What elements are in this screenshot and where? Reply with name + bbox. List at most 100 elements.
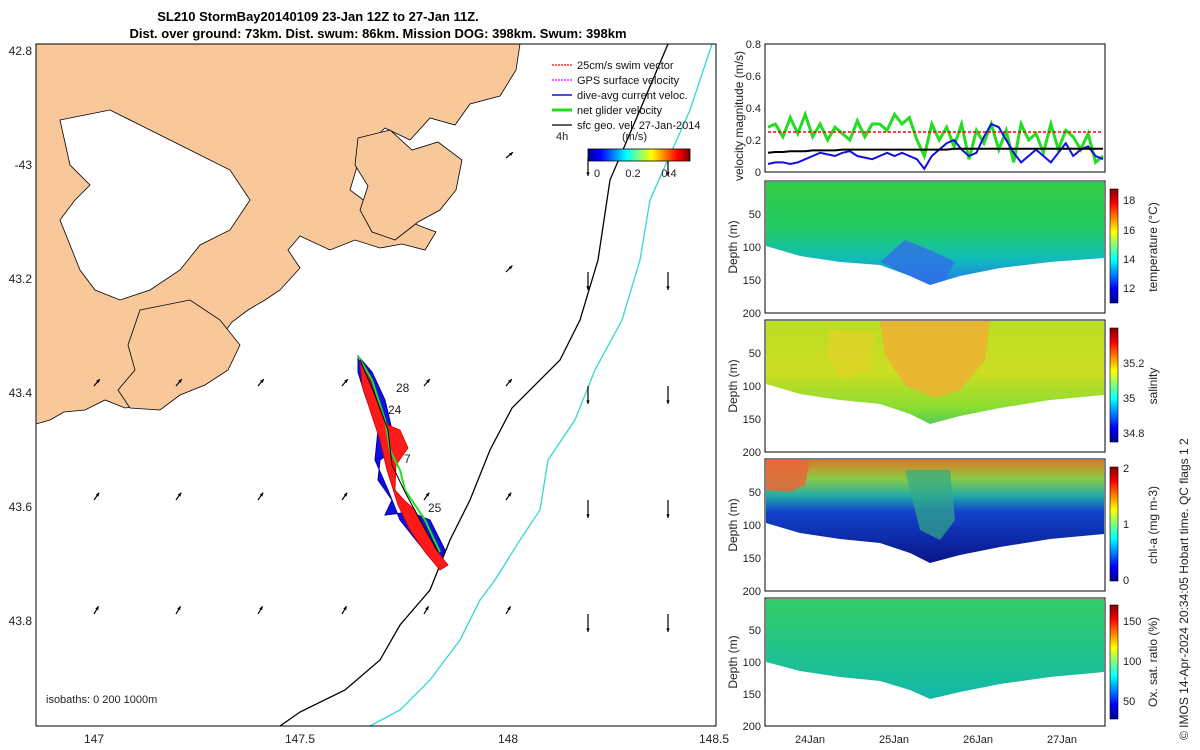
arrow-icon <box>344 379 348 383</box>
legend-label-sfc-geo: sfc geo. vel. 27-Jan-2014 <box>577 120 701 132</box>
map-xtick: 148.5 <box>699 732 729 746</box>
map-ytick: 43.6 <box>9 500 33 514</box>
temperature-cbar-label: temperature (°C) <box>1146 202 1160 292</box>
arrow-icon <box>259 492 264 497</box>
oxygen-cbar-tick: 150 <box>1123 616 1141 628</box>
speed-colorbar <box>587 148 691 162</box>
map-ytick: 42.8 <box>9 44 33 58</box>
temperature-ylabel: Depth (m) <box>726 220 740 273</box>
legend-label-swim: 25cm/s swim vector <box>577 60 674 72</box>
arrow-icon <box>507 492 512 497</box>
chla-ytick: 50 <box>749 487 761 499</box>
chla-cbar-tick: 2 <box>1123 463 1129 475</box>
oxygen-field <box>766 599 1104 699</box>
salinity-patch <box>826 330 875 378</box>
arrow-icon <box>666 400 670 404</box>
footer-side-text: © IMOS 14-Apr-2024 20:34:05 Hobart time.… <box>1177 438 1191 740</box>
temperature-panel: 18 16 14 12 temperature (°C) 50 100 150 … <box>726 180 1160 320</box>
map-legend: 25cm/s swim vector GPS surface velocity … <box>552 60 701 132</box>
date-tick: 27Jan <box>1047 734 1077 746</box>
date-tick: 25Jan <box>879 734 909 746</box>
speed-colorbar-tick: 0 <box>594 168 600 180</box>
figure-title-line2: Dist. over ground: 73km. Dist. swum: 86k… <box>129 26 626 41</box>
oxygen-cbar-tick: 50 <box>1123 696 1135 708</box>
chla-panel: 2 1 0 chl-a (mg m-3) 50 100 150 200 Dept… <box>726 458 1160 598</box>
date-tick: 26Jan <box>963 734 993 746</box>
arrow-icon <box>95 606 99 611</box>
chla-cbar-tick: 0 <box>1123 575 1129 587</box>
arrow-icon <box>425 606 429 611</box>
vel-ytick: 0.2 <box>746 135 761 147</box>
arrow-icon <box>259 606 263 611</box>
arrow-icon <box>666 514 670 518</box>
oxygen-ytick: 200 <box>743 721 761 733</box>
vel-ytick: 0 <box>755 167 761 179</box>
arrow-icon <box>96 379 100 383</box>
arrow-icon <box>260 379 264 383</box>
track-label: 7 <box>404 452 411 466</box>
legend-label-gps: GPS surface velocity <box>577 75 680 87</box>
isobath-200m <box>279 44 669 726</box>
arrow-icon <box>343 492 348 497</box>
glider-path <box>359 359 439 553</box>
island-east <box>354 129 463 241</box>
arrow-icon <box>178 379 182 383</box>
chla-cbar-tick: 1 <box>1123 519 1129 531</box>
salinity-ytick: 150 <box>743 414 761 426</box>
arrow-icon <box>425 492 430 497</box>
oxygen-ytick: 50 <box>749 625 761 637</box>
temperature-cbar-tick: 12 <box>1123 283 1135 295</box>
salinity-core <box>880 321 990 398</box>
track-label: 28 <box>396 381 410 395</box>
arrow-icon <box>177 492 182 497</box>
map-ytick: -43 <box>15 158 33 172</box>
arrow-icon <box>509 152 513 156</box>
peninsula-south <box>117 299 241 411</box>
velocity-series-line <box>767 122 1104 171</box>
oxygen-ylabel: Depth (m) <box>726 635 740 688</box>
chla-ytick: 200 <box>743 586 761 598</box>
track-label: 25 <box>428 501 442 515</box>
temperature-ytick: 150 <box>743 275 761 287</box>
oxygen-colorbar <box>1109 604 1119 720</box>
oxygen-cbar-label: Ox. sat. ratio (%) <box>1146 617 1160 707</box>
legend-label-dive-avg: dive-avg current veloc. <box>577 90 688 102</box>
arrow-icon <box>95 492 100 497</box>
colorbar-unit: (m/s) <box>622 131 647 143</box>
arrow-icon <box>666 172 670 176</box>
oxygen-panel: 150 100 50 Ox. sat. ratio (%) 50 100 150… <box>726 597 1160 733</box>
temperature-cbar-tick: 16 <box>1123 225 1135 237</box>
salinity-cbar-tick: 34.8 <box>1123 428 1144 440</box>
arrow-icon <box>586 628 590 632</box>
map-ytick: 43.8 <box>9 614 33 628</box>
chla-ytick: 100 <box>743 520 761 532</box>
chla-ytick: 150 <box>743 553 761 565</box>
salinity-ytick: 50 <box>749 348 761 360</box>
salinity-cbar-label: salinity <box>1146 368 1160 405</box>
salinity-ytick: 100 <box>743 381 761 393</box>
velocity-series-line <box>767 147 1103 154</box>
velocity-ylabel: velocity magnitude (m/s) <box>732 51 746 181</box>
map-xtick: 148 <box>498 732 518 746</box>
vel-ytick: 0.4 <box>746 103 761 115</box>
speed-colorbar-tick: 0.2 <box>625 168 640 180</box>
map-ytick: 43.2 <box>9 272 33 286</box>
salinity-colorbar <box>1109 327 1119 443</box>
vel-ytick: 0.6 <box>746 71 761 83</box>
arrow-icon <box>343 606 347 611</box>
figure-title-line1: SL210 StormBay20140109 23-Jan 12Z to 27-… <box>157 9 479 24</box>
arrow-icon <box>586 286 590 290</box>
oxygen-ytick: 150 <box>743 689 761 701</box>
salinity-cbar-tick: 35 <box>1123 393 1135 405</box>
legend-label-net: net glider velocity <box>577 105 662 117</box>
arrow-icon <box>586 514 590 518</box>
map-xtick: 147 <box>84 732 104 746</box>
vel-ytick: 0.8 <box>746 39 761 51</box>
sfc-geo-velocity-arrows <box>93 151 670 632</box>
velocity-series <box>767 109 1104 171</box>
arrow-icon <box>177 606 181 611</box>
arrow-icon <box>426 379 430 383</box>
map-xtick: 147.5 <box>285 732 315 746</box>
chla-cbar-label: chl-a (mg m-3) <box>1146 486 1160 564</box>
